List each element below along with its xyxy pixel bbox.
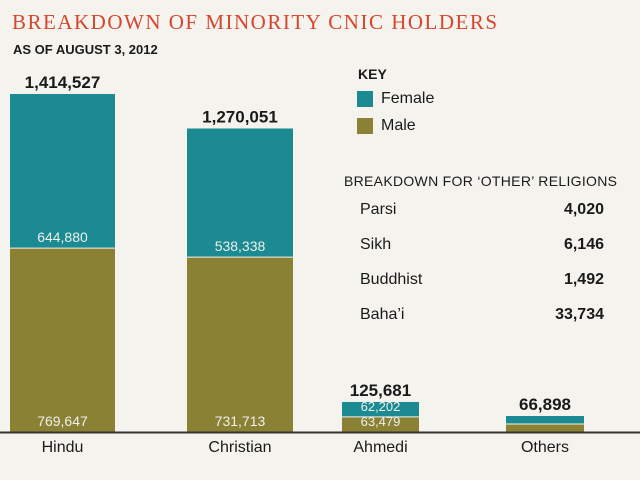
bar-female	[506, 416, 584, 425]
others-row-sikh: Sikh 6,146	[360, 236, 604, 262]
bar-male	[10, 248, 115, 432]
bar-male	[506, 424, 584, 432]
others-row-name: Buddhist	[360, 271, 423, 288]
others-row-value: 4,020	[563, 201, 604, 218]
total-label: 66,898	[519, 395, 571, 414]
legend-item-male: Male	[357, 117, 416, 135]
legend-swatch-female	[357, 91, 373, 107]
bar-male	[342, 416, 419, 432]
legend-swatch-male	[357, 118, 373, 134]
others-row-bahai: Baha’i 33,734	[360, 306, 604, 332]
x-tick-label: Christian	[208, 439, 271, 456]
x-tick-label: Ahmedi	[353, 439, 407, 456]
others-row-value: 1,492	[563, 271, 604, 288]
x-tick-label: Others	[521, 439, 569, 456]
data-label-male: 731,713	[215, 413, 266, 429]
data-label-female: 62,202	[361, 399, 401, 414]
data-label-female: 538,338	[215, 238, 266, 254]
chart-title: BREAKDOWN OF MINORITY CNIC HOLDERS	[12, 10, 499, 34]
chart-subtitle: AS OF AUGUST 3, 2012	[13, 42, 158, 57]
bar-female	[342, 401, 419, 417]
data-label-female: 644,880	[37, 229, 88, 245]
bar-female	[10, 94, 115, 249]
others-breakdown-title: BREAKDOWN FOR ‘OTHER’ RELIGIONS	[344, 173, 618, 189]
data-label-male: 769,647	[37, 413, 88, 429]
legend-label-male: Male	[381, 117, 416, 134]
others-row-name: Baha’i	[360, 306, 405, 323]
others-row-value: 33,734	[555, 306, 604, 323]
total-label: 125,681	[350, 381, 411, 400]
x-tick-label: Hindu	[42, 439, 84, 456]
others-row-parsi: Parsi 4,020	[360, 201, 604, 227]
legend-item-female: Female	[357, 90, 434, 108]
others-row-name: Sikh	[360, 236, 392, 253]
bar-male	[187, 257, 293, 432]
others-row-value: 6,146	[563, 236, 604, 253]
bar-female	[187, 128, 293, 258]
total-label: 1,270,051	[202, 108, 278, 127]
legend-label-female: Female	[381, 90, 435, 107]
others-row-name: Parsi	[360, 201, 397, 218]
legend-title: KEY	[358, 66, 387, 82]
data-label-male: 63,479	[361, 414, 401, 429]
others-row-buddhist: Buddhist 1,492	[360, 271, 604, 297]
total-label: 1,414,527	[25, 73, 101, 92]
